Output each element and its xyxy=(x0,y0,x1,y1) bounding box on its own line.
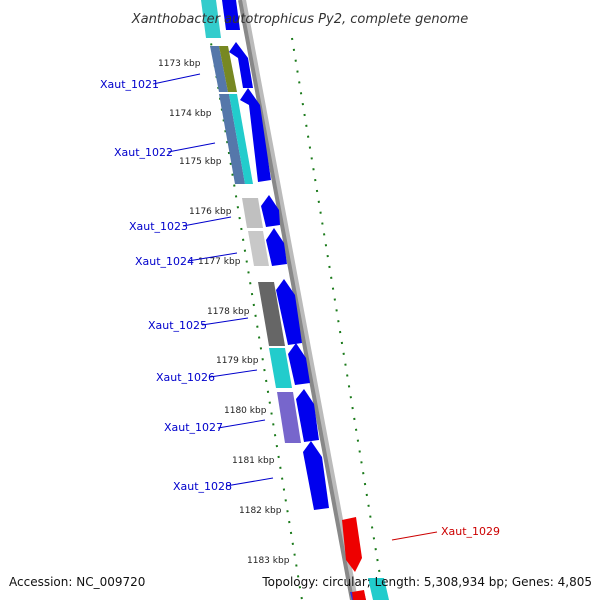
kbp-tick-label: 1177 kbp xyxy=(198,257,241,267)
kbp-tick-label: 1180 kbp xyxy=(224,406,267,416)
gene-arrow-xaut-1023[interactable] xyxy=(261,195,280,227)
gene-arrow-xaut-1028[interactable] xyxy=(303,441,329,510)
cog-block-top xyxy=(201,0,221,38)
cog-block-1021a xyxy=(210,46,228,92)
cog-block-1026 xyxy=(269,348,292,388)
leader-xaut-1023 xyxy=(182,216,232,227)
cog-block-1022b xyxy=(229,94,253,184)
gene-label-xaut-1023[interactable]: Xaut_1023 xyxy=(129,220,188,233)
kbp-tick-label: 1173 kbp xyxy=(158,59,201,69)
gene-label-xaut-1026[interactable]: Xaut_1026 xyxy=(156,371,215,384)
gene-label-xaut-1024[interactable]: Xaut_1024 xyxy=(135,255,194,268)
leader-xaut-1026 xyxy=(209,369,258,378)
gene-arrow-xaut-1022[interactable] xyxy=(240,88,271,182)
kbp-tick-label: 1175 kbp xyxy=(179,157,222,167)
cog-block-1025 xyxy=(258,282,285,346)
genome-backbone xyxy=(238,0,354,600)
leader-xaut-1024 xyxy=(187,252,238,262)
gene-arrow-xaut-1029[interactable] xyxy=(342,517,362,572)
gene-arrow-xaut-1021[interactable] xyxy=(229,42,253,88)
gene-arrow-xaut-1025[interactable] xyxy=(276,279,302,345)
gene-label-xaut-1025[interactable]: Xaut_1025 xyxy=(148,319,207,332)
leader-xaut-1022 xyxy=(167,142,216,153)
map-title: Xanthobacter autotrophicus Py2, complete… xyxy=(131,12,468,27)
gene-arrows xyxy=(222,0,366,600)
inner-tick-track xyxy=(203,0,303,600)
gene-label-xaut-1021[interactable]: Xaut_1021 xyxy=(100,78,159,91)
leader-xaut-1021 xyxy=(152,73,201,85)
kbp-tick-labels: 1173 kbp 1174 kbp 1175 kbp 1176 kbp 1177… xyxy=(158,59,290,566)
gene-label-xaut-1022[interactable]: Xaut_1022 xyxy=(114,146,173,159)
gene-arrow-xaut-1026[interactable] xyxy=(288,343,310,385)
gene-label-leaders xyxy=(152,73,438,541)
kbp-tick-label: 1182 kbp xyxy=(239,506,282,516)
kbp-tick-label: 1183 kbp xyxy=(247,556,290,566)
cog-block-1024 xyxy=(248,231,269,266)
cog-block-1021b xyxy=(219,46,237,92)
gene-label-xaut-1029[interactable]: Xaut_1029 xyxy=(441,525,500,538)
cog-block-1027 xyxy=(277,392,301,443)
gene-arrow-xaut-1027[interactable] xyxy=(296,389,319,442)
gene-labels: Xaut_1021 Xaut_1022 Xaut_1023 Xaut_1024 … xyxy=(100,78,500,538)
cog-blocks xyxy=(201,0,389,600)
leader-xaut-1025 xyxy=(201,317,249,326)
cog-block-1022a xyxy=(219,94,245,184)
kbp-tick-label: 1181 kbp xyxy=(232,456,275,466)
leader-xaut-1029 xyxy=(391,531,438,541)
gene-arrow-xaut-1024[interactable] xyxy=(266,228,287,266)
gene-arrow-red-bottom xyxy=(352,590,366,600)
leader-xaut-1027 xyxy=(217,419,266,429)
kbp-tick-label: 1179 kbp xyxy=(216,356,259,366)
genome-backbone-shadow xyxy=(240,0,358,600)
accession-text: Accession: NC_009720 xyxy=(9,575,145,589)
kbp-tick-label: 1176 kbp xyxy=(189,207,232,217)
gene-label-xaut-1027[interactable]: Xaut_1027 xyxy=(164,421,223,434)
cog-block-bottom xyxy=(368,578,389,600)
cog-block-1023 xyxy=(242,198,263,228)
gene-label-xaut-1028[interactable]: Xaut_1028 xyxy=(173,480,232,493)
leader-xaut-1028 xyxy=(225,477,274,487)
genome-summary-text: Topology: circular; Length: 5,308,934 bp… xyxy=(261,575,592,589)
gene-arrow-top[interactable] xyxy=(222,0,240,30)
kbp-tick-label: 1174 kbp xyxy=(169,109,212,119)
kbp-tick-label: 1178 kbp xyxy=(207,307,250,317)
outer-tick-track xyxy=(291,37,385,600)
